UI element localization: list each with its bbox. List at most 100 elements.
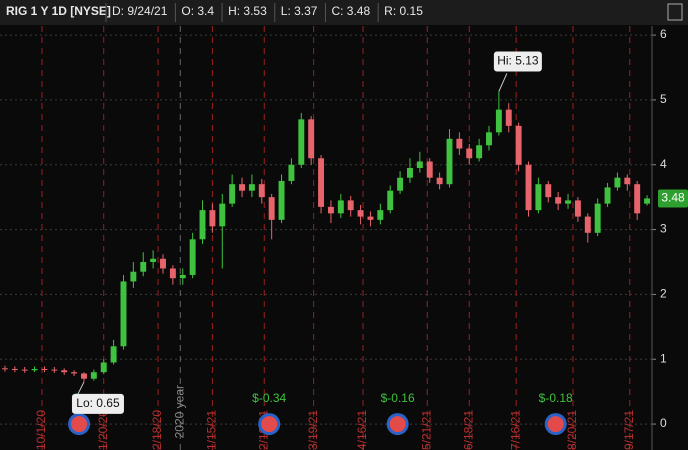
candle-body: [555, 197, 562, 204]
candle-body: [140, 261, 147, 272]
x-tick-label: 8/20/21: [565, 410, 579, 450]
candle-body: [476, 145, 483, 159]
event-label: $-0.34: [252, 391, 286, 405]
candle-body: [505, 109, 512, 126]
x-tick-label: 12/18/20: [150, 410, 164, 450]
candle-body: [357, 210, 364, 217]
candle-body: [486, 132, 492, 146]
candle-body: [525, 164, 532, 211]
y-tick-label: 1: [660, 351, 667, 365]
header-item: H: 3.53: [228, 4, 267, 18]
last-price-box: [658, 189, 688, 208]
candle-body: [1, 368, 8, 370]
candle-body: [268, 197, 275, 220]
event-icon-inner: [71, 416, 88, 433]
y-tick-label: 0: [660, 416, 667, 430]
candle-body: [169, 268, 176, 279]
candle-body: [81, 373, 87, 379]
y-tick-label: 4: [660, 157, 667, 171]
candle-body: [90, 372, 97, 379]
header-item: D: 9/24/21: [112, 4, 168, 18]
candle-body: [110, 346, 117, 363]
candle-body: [426, 161, 433, 178]
x-tick-label: 9/17/21: [622, 410, 636, 450]
candle-body: [21, 369, 28, 371]
candle-body: [51, 369, 58, 371]
candle-body: [100, 362, 107, 373]
candle-body: [436, 177, 443, 185]
candle-body: [387, 190, 394, 211]
event-icon-inner: [547, 416, 564, 433]
event-label: $-0.16: [381, 391, 415, 405]
candle-body: [397, 177, 404, 191]
candle-body: [644, 198, 651, 204]
candle-body: [545, 184, 552, 198]
header-items: D: 9/24/21 O: 3.4 H: 3.53 L: 3.37 C: 3.48 R: …: [105, 3, 423, 22]
candle-body: [347, 200, 354, 211]
x-tick-label: 4/16/21: [355, 410, 369, 450]
candle-body: [407, 167, 413, 178]
candle-body: [258, 184, 265, 198]
candle-body: [584, 216, 591, 233]
candle-body: [367, 216, 374, 220]
event-icon-inner: [261, 416, 278, 433]
candle-body: [278, 180, 285, 220]
x-tick-label: 5/21/21: [419, 410, 433, 450]
candle-body: [189, 239, 196, 275]
hi-box: [493, 51, 542, 72]
header-item: R: 0.15: [384, 4, 423, 18]
y-tick-label: 5: [660, 92, 667, 106]
event-icon-inner: [389, 416, 406, 433]
last-price-label: 3.48: [661, 191, 685, 205]
candle-body: [416, 161, 423, 168]
candle-body: [179, 274, 186, 279]
candle-body: [248, 184, 255, 191]
candle-body: [308, 119, 315, 159]
candle-body: [229, 184, 236, 204]
x-tick-label: 11/20/20: [96, 410, 110, 450]
event-label: $-0.18: [539, 391, 573, 405]
candle-body: [456, 138, 463, 149]
candle-body: [624, 177, 631, 185]
candle-body: [604, 187, 611, 204]
candle-body: [515, 125, 522, 165]
x-tick-label: 7/16/21: [508, 410, 522, 450]
candle-body: [594, 203, 601, 233]
candle-body: [337, 200, 344, 214]
candle-body: [327, 206, 334, 214]
candle-body: [466, 148, 473, 159]
candle-body: [130, 271, 137, 282]
symbol: RIG 1 Y 1D [NYSE]: [6, 4, 111, 18]
candle-body: [574, 200, 581, 217]
candle-body: [288, 164, 295, 181]
candle-body: [31, 368, 38, 371]
lo-label: Lo: 0.65: [76, 396, 120, 410]
candle-body: [120, 281, 127, 347]
candle-body: [377, 210, 384, 220]
lo-pointer: [77, 381, 85, 395]
hi-pointer: [498, 73, 508, 92]
candle-body: [219, 203, 226, 227]
year-label: 2020 year: [172, 385, 186, 438]
candle-body: [318, 158, 325, 207]
candle-body: [61, 370, 68, 373]
candle-body: [150, 258, 157, 262]
header-bar: [0, 0, 688, 25]
candle-body: [565, 200, 571, 204]
candle-body: [209, 210, 216, 227]
x-tick-label: 3/19/21: [306, 410, 320, 450]
menu-icon[interactable]: [667, 3, 683, 21]
candle-body: [634, 184, 641, 214]
header-item: O: 3.4: [181, 4, 214, 18]
candle-body: [41, 368, 48, 370]
y-tick-label: 2: [660, 287, 667, 301]
candle-body: [199, 210, 206, 240]
x-tick-label: 6/18/21: [461, 410, 475, 450]
candle-body: [614, 177, 621, 188]
candle-body: [71, 372, 78, 374]
lo-box: [71, 393, 124, 414]
x-tick-label: 10/1/20: [34, 410, 48, 450]
candle-body: [11, 368, 18, 370]
